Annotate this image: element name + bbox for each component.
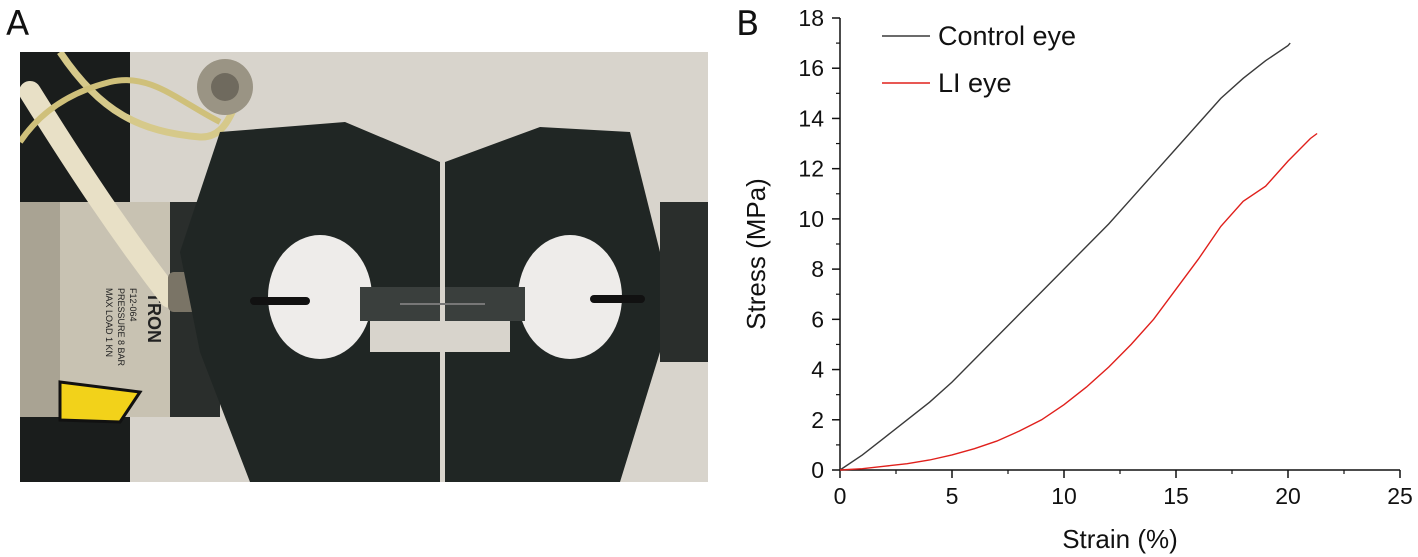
equipment-label-line-2: PRESSURE 8 BAR: [116, 288, 126, 367]
x-tick-label: 10: [1051, 483, 1077, 509]
legend-label-0: Control eye: [938, 21, 1076, 51]
series-line-1: [839, 132, 1318, 471]
panel-label-b: B: [736, 4, 760, 44]
x-tick-label: 0: [834, 483, 847, 509]
y-tick-label: 2: [811, 407, 824, 433]
x-tick-label: 15: [1163, 483, 1189, 509]
x-axis-ticks: 0 5 10 15 20 25: [834, 470, 1413, 509]
stress-strain-chart: 0 5 10 15 20 25 0 2 4 6 8 10 12 14 16 18 Strain (%) St…: [741, 5, 1413, 554]
right-actuator: [660, 202, 708, 362]
legend-label-1: LI eye: [938, 68, 1012, 98]
left-grip-window: [268, 235, 372, 359]
y-tick-label: 6: [811, 306, 824, 332]
chart-legend: Control eye LI eye: [882, 21, 1076, 98]
y-tick-label: 16: [798, 55, 824, 81]
y-tick-label: 0: [811, 457, 824, 483]
y-tick-label: 18: [798, 5, 824, 31]
y-axis-ticks: 0 2 4 6 8 10 12 14 16 18: [798, 5, 840, 483]
x-tick-label: 20: [1275, 483, 1301, 509]
chart-series: [839, 42, 1318, 471]
y-tick-label: 8: [811, 256, 824, 282]
panel-label-a: A: [6, 4, 30, 44]
tube-fitting-inner: [211, 73, 239, 101]
right-pin: [590, 295, 645, 303]
x-tick-label: 5: [946, 483, 959, 509]
x-axis-title: Strain (%): [1062, 524, 1178, 554]
y-tick-label: 12: [798, 156, 824, 182]
equipment-label-line-3: MAX LOAD 1 KN: [104, 288, 114, 357]
series-line-0: [839, 42, 1291, 471]
y-tick-label: 10: [798, 206, 824, 232]
cylinder-shade: [20, 202, 60, 417]
warning-sticker-icon: [58, 380, 143, 424]
actuator-cylinder: [20, 202, 210, 417]
equipment-label: TRON: [144, 292, 164, 343]
pneumatic-tube-yellow-2: [20, 77, 222, 144]
y-tick-label: 4: [811, 357, 824, 383]
left-pin: [250, 297, 310, 305]
chart-axes: [839, 18, 1400, 471]
tensile-tester-photo: TRON F12-064 PRESSURE 8 BAR MAX LOAD 1 K…: [20, 52, 708, 482]
pneumatic-tube: [20, 81, 181, 308]
right-grip-window: [518, 235, 622, 359]
y-axis-title: Stress (MPa): [741, 178, 771, 330]
y-tick-label: 14: [798, 105, 824, 131]
x-tick-label: 25: [1387, 483, 1413, 509]
equipment-label-line-1: F12-064: [128, 288, 138, 322]
